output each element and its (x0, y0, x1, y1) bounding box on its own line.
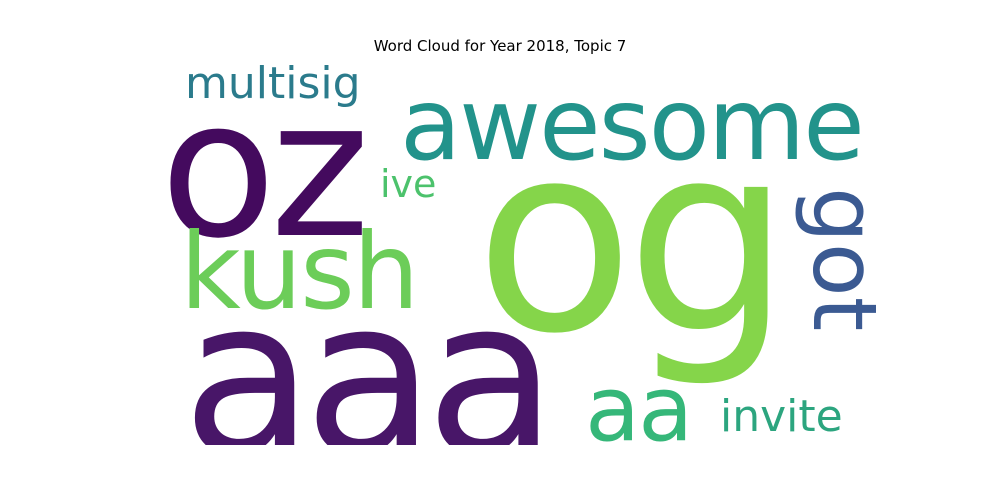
word-cloud: multisig oz awesome ive kush aaa og got … (160, 60, 890, 445)
word-kush: kush (180, 211, 419, 333)
word-got: got (793, 187, 890, 332)
word-ive: ive (380, 162, 437, 206)
word-og: og (475, 89, 791, 391)
word-aaa: aaa (182, 252, 557, 445)
word-oz: oz (160, 60, 370, 280)
word-multisig: multisig (185, 60, 361, 109)
chart-title: Word Cloud for Year 2018, Topic 7 (373, 37, 627, 55)
word-aa: aa (585, 357, 693, 446)
word-invite: invite (720, 391, 843, 442)
word-awesome: awesome (400, 66, 865, 183)
